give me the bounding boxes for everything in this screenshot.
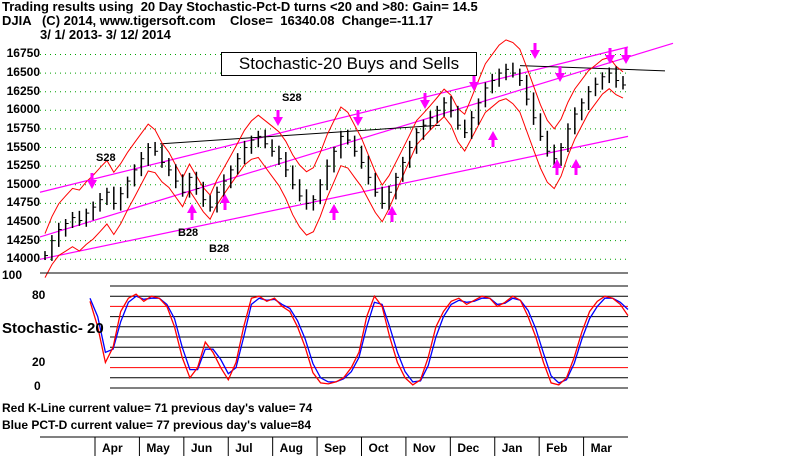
sell-arrow [420,93,430,109]
price-y-tick: 14500 [6,214,40,229]
month-label: Feb [546,441,568,455]
buy-arrow [220,194,230,210]
price-y-tick: 16500 [6,65,40,80]
footer-pct-d: Blue PCT-D current value= 77 previous da… [2,418,311,432]
buy-arrow [552,159,562,175]
month-label: Jan [501,441,523,455]
stochastic-lines [89,293,629,386]
sell-arrow [469,75,479,91]
price-y-tick: 16000 [6,102,40,117]
price-y-tick: 15500 [6,139,40,154]
price-grid [40,53,628,260]
header-line-1: Trading results using 20 Day Stochastic-… [2,0,478,14]
sell-arrow [621,48,631,64]
signal-label: S28 [96,152,116,164]
k-line [89,293,629,386]
price-y-tick: 14250 [6,232,40,247]
buy-arrow [571,159,581,175]
price-y-tick: 14000 [6,251,40,266]
stochastic-y-tick: 0 [34,379,41,393]
lower-band [44,88,624,278]
footer-k-line: Red K-Line current value= 71 previous da… [2,401,313,415]
sell-arrow [353,110,363,126]
price-y-tick: 15750 [6,120,40,135]
channel-line [39,42,674,238]
price-bars [44,62,626,261]
signal-arrows [87,43,631,222]
sell-arrow [530,43,540,59]
header-date-range: 3/ 1/ 2013- 3/ 12/ 2014 [40,27,171,42]
pct-d-line [89,295,629,384]
price-y-tick: 16750 [6,46,40,61]
price-bands [44,39,624,278]
month-label: Sep [324,441,347,455]
month-label: Oct [368,441,389,455]
price-y-tick: 14750 [6,195,40,210]
buy-arrow [488,131,498,147]
signal-label: S28 [282,92,302,104]
sell-arrow [605,48,615,64]
buy-arrow [187,204,197,220]
month-label: Jun [190,441,213,455]
month-grid [40,436,628,456]
header-line-2: DJIA (C) 2014, www.tigersoft.com Close= … [2,13,434,28]
stochastic-grid [40,272,628,389]
month-label: Mar [590,441,612,455]
month-label: May [146,441,170,455]
stochastic-y-tick: 80 [32,288,46,302]
signal-label: B28 [178,227,199,239]
month-label: Jul [235,441,253,455]
sell-arrow [87,173,97,189]
upper-band [44,39,624,234]
price-y-tick: 15000 [6,176,40,191]
price-y-tick: 16250 [6,83,40,98]
month-label: Nov [412,441,436,455]
resistance-line [519,65,666,72]
stochastic-label: Stochastic- 20 [2,320,104,337]
price-channel [39,42,674,260]
chart-boxed-title: Stochastic-20 Buys and Sells [221,52,477,76]
signal-label: B28 [209,243,230,255]
buy-arrow [387,206,397,222]
sell-arrow [555,66,565,82]
price-y-tick: 15250 [6,158,40,173]
buy-arrow [329,204,339,220]
month-label: Apr [102,441,123,455]
channel-line [39,135,629,260]
resistance-line [159,124,441,145]
stochastic-y-tick: 100 [2,268,23,282]
month-label: Aug [279,441,303,455]
stochastic-y-tick: 20 [32,355,46,369]
sell-arrow [273,110,283,126]
month-label: Dec [457,441,480,455]
